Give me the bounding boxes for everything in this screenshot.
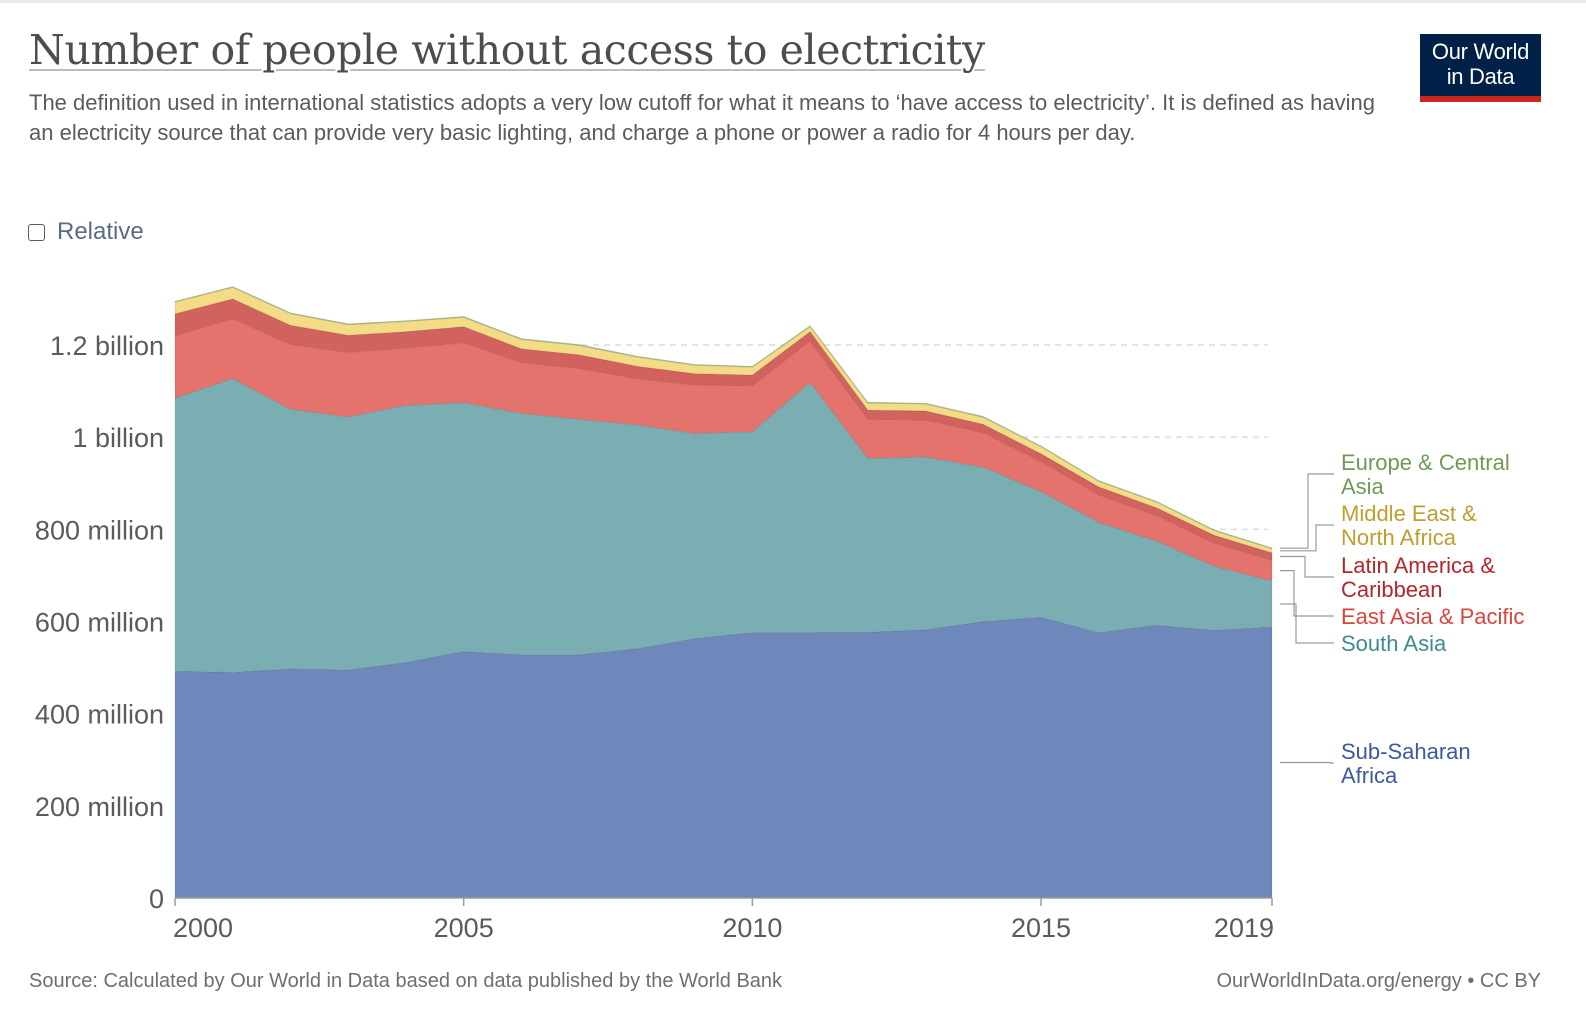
legend-connector-latin-america-and-caribbean — [1280, 555, 1334, 578]
y-tick-label: 200 million — [35, 792, 164, 822]
logo-line-2: in Data — [1446, 64, 1515, 89]
chart-title: Number of people without access to elect… — [29, 26, 985, 74]
legend-label-sub-saharan-africa: Sub-Saharan Africa — [1341, 739, 1471, 788]
x-tick-label: 2019 — [1214, 913, 1274, 943]
legend-connector-sub-saharan-africa — [1280, 761, 1334, 764]
y-tick-label: 1 billion — [72, 423, 164, 453]
legend-connector-europe-and-central-asia — [1280, 473, 1334, 549]
legend-connector-south-asia — [1280, 603, 1334, 644]
x-tick-label: 2015 — [1011, 913, 1071, 943]
x-tick-label: 2005 — [434, 913, 494, 943]
logo-line-1: Our World — [1431, 39, 1530, 64]
x-tick-label: 2010 — [722, 913, 782, 943]
y-tick-label: 400 million — [35, 700, 164, 730]
area-europe-and-central-asia — [174, 285, 1273, 550]
y-tick-label: 600 million — [35, 608, 164, 638]
top-border — [0, 0, 1586, 3]
chart-subtitle: The definition used in international sta… — [29, 90, 1375, 145]
y-tick-label: 0 — [149, 884, 164, 914]
relative-checkbox[interactable] — [28, 223, 45, 241]
relative-label: Relative — [57, 218, 144, 245]
legend-label-europe-and-central-asia: Europe & Central Asia — [1341, 450, 1510, 499]
y-tick-label: 1.2 billion — [50, 331, 164, 361]
source-note: Source: Calculated by Our World in Data … — [29, 970, 783, 992]
legend-connector-east-asia-and-pacific — [1280, 569, 1334, 617]
relative-toggle[interactable]: Relative — [28, 218, 144, 246]
legend-label-latin-america-and-caribbean: Latin America & Caribbean — [1341, 553, 1495, 602]
y-tick-label: 800 million — [35, 515, 164, 545]
license-credit[interactable]: OurWorldInData.org/energy • CC BY — [1216, 970, 1541, 992]
legend-connector-middle-east-and-north-africa — [1280, 524, 1334, 552]
logo-accent-bar — [1420, 96, 1541, 102]
legend-label-east-asia-and-pacific: East Asia & Pacific — [1341, 604, 1524, 629]
legend-label-south-asia: South Asia — [1341, 631, 1447, 656]
x-tick-label: 2000 — [173, 913, 233, 943]
owid-logo[interactable]: Our World in Data — [1420, 34, 1541, 102]
legend-label-middle-east-and-north-africa: Middle East & North Africa — [1341, 501, 1477, 550]
